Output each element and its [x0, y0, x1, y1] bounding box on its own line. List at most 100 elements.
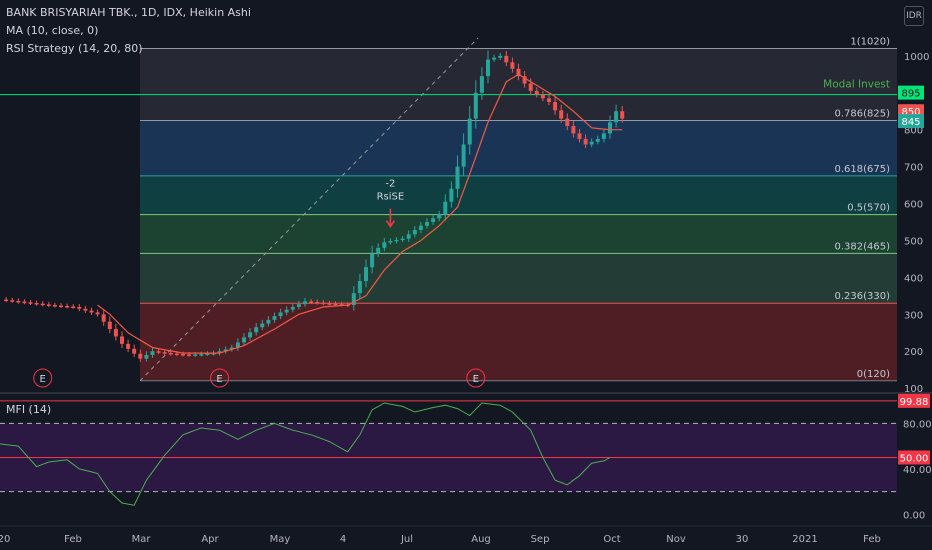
candle-body — [168, 353, 173, 355]
mfi-value-badge — [898, 450, 930, 465]
candle-body — [431, 218, 436, 222]
candle-body — [278, 312, 283, 317]
price-axis-tick-label: 100 — [904, 384, 923, 395]
time-axis-tick-label: 4 — [340, 534, 346, 545]
price-axis-tick-label: 400 — [904, 273, 923, 284]
candle-body — [589, 141, 594, 145]
candle-body — [235, 342, 240, 348]
candle-body — [126, 343, 131, 349]
candle-body — [382, 242, 387, 248]
mfi-axis-tick-label: 0.00 — [903, 510, 925, 521]
earnings-marker — [210, 368, 230, 388]
candle-body — [272, 316, 277, 320]
fib-zone — [140, 214, 897, 254]
time-axis-tick-label: Feb — [863, 534, 881, 545]
candle-body — [455, 166, 460, 189]
candle-body — [327, 303, 332, 305]
candle-body — [284, 309, 289, 313]
candle-body — [107, 321, 112, 330]
candle-body — [370, 253, 375, 268]
price-label-value: 845 — [901, 117, 920, 128]
candle-body — [351, 293, 356, 306]
earnings-marker-label: E — [40, 374, 46, 385]
candle-body — [443, 201, 448, 215]
candle-body — [120, 336, 124, 344]
candle-body — [10, 300, 15, 302]
candle-body — [473, 92, 478, 119]
candle-body — [498, 55, 503, 58]
fib-level-label: 0.236(330) — [834, 291, 890, 302]
candle-body — [16, 300, 21, 303]
candle-body — [516, 68, 521, 77]
candle-body — [492, 57, 497, 60]
candle-body — [540, 94, 545, 99]
candle-body — [52, 305, 57, 307]
fib-zone — [140, 48, 897, 121]
legend-ma[interactable]: MA (10, close, 0) — [6, 24, 99, 37]
time-axis-tick-label: Sep — [531, 534, 550, 545]
time-axis-tick-label: Apr — [201, 534, 219, 545]
candle-body — [504, 55, 509, 63]
candle-body — [553, 102, 558, 111]
candle-body — [162, 352, 167, 354]
candle-body — [28, 302, 33, 304]
candle-body — [510, 62, 515, 69]
earnings-marker-label: E — [473, 374, 479, 385]
earnings-marker — [33, 368, 53, 388]
modal-invest-label: Modal Invest — [823, 79, 890, 91]
candle-body — [321, 302, 326, 305]
price-axis-tick-label: 600 — [904, 200, 923, 211]
candle-body — [34, 303, 39, 305]
candle-body — [425, 222, 429, 226]
candle-body — [101, 314, 106, 322]
candle-body — [174, 353, 179, 356]
candle-body — [229, 347, 234, 350]
candle-body — [4, 299, 9, 302]
candle-body — [46, 304, 51, 306]
candle-body — [22, 301, 27, 304]
fib-zone — [140, 303, 897, 381]
candle-body — [296, 304, 301, 307]
legend-symbol[interactable]: BANK BRISYARIAH TBK., 1D, IDX, Heikin As… — [6, 6, 251, 19]
candle-body — [479, 76, 484, 93]
candle-body — [248, 332, 253, 338]
ma-line — [97, 73, 623, 354]
candle-body — [205, 353, 210, 356]
signal-count-label: -2 — [385, 179, 395, 190]
time-axis-tick-label: Oct — [603, 534, 620, 545]
signal-name-label: RsiSE — [377, 192, 405, 203]
fib-level-label: 1(1020) — [850, 36, 890, 47]
candle-body — [266, 319, 271, 324]
candle-body — [290, 306, 295, 310]
signal-arrow — [385, 208, 396, 229]
candle-body — [223, 349, 228, 352]
candle-body — [181, 354, 185, 356]
fib-level-label: 0.786(825) — [834, 108, 890, 119]
candle-body — [528, 83, 533, 91]
candle-body — [522, 76, 527, 84]
candle-body — [71, 306, 76, 308]
candle-body — [376, 247, 381, 254]
fib-level-label: 0.5(570) — [847, 203, 890, 214]
candle-body — [461, 144, 466, 167]
price-axis-tick-label: 500 — [904, 236, 923, 247]
price-axis-tick-label: 300 — [904, 310, 923, 321]
currency-badge[interactable]: IDR — [904, 6, 924, 26]
candle-body — [138, 353, 143, 359]
candle-body — [467, 118, 472, 145]
legend-rsi-strategy[interactable]: RSI Strategy (14, 20, 80) — [6, 42, 143, 55]
mfi-axis-tick-label: 40.00 — [903, 465, 932, 476]
trend-line — [139, 37, 479, 382]
candle-body — [418, 225, 423, 230]
price-label-badge — [898, 114, 924, 129]
mfi-axis-tick-label: 80.00 — [903, 419, 932, 430]
mfi-value-label: 50.00 — [900, 454, 929, 465]
mfi-value-label: 99.88 — [900, 397, 929, 408]
candle-body — [144, 354, 149, 359]
candle-body — [486, 59, 490, 77]
candle-body — [40, 303, 45, 306]
price-label-value: 895 — [901, 89, 920, 100]
mfi-line — [0, 402, 611, 506]
candle-body — [83, 308, 88, 311]
